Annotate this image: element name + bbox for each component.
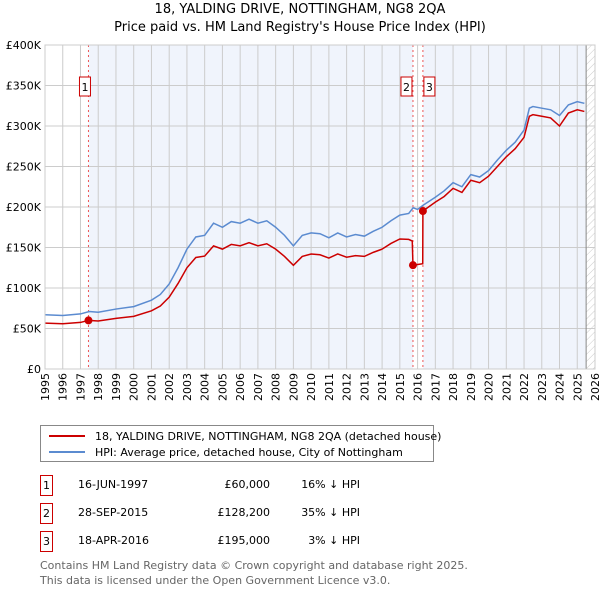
x-tick-label: 2016: [412, 373, 425, 401]
y-tick-label: £0: [27, 363, 41, 376]
sale-row: 2 28-SEP-2015 £128,200 35% ↓ HPI: [40, 503, 440, 524]
sale-row: 1 16-JUN-1997 £60,000 16% ↓ HPI: [40, 475, 440, 496]
x-tick-label: 2014: [376, 373, 389, 401]
legend-swatch-red: [49, 435, 85, 437]
hpi-line: [44, 100, 585, 317]
x-tick-label: 2007: [252, 373, 265, 401]
x-tick-label: 2022: [518, 373, 531, 401]
x-tick-label: 2000: [128, 373, 141, 401]
sale-marker-badge: 3: [40, 531, 53, 552]
sale-label: 2: [403, 81, 410, 94]
x-tick-label: 2003: [181, 373, 194, 401]
legend-swatch-blue: [49, 451, 85, 453]
x-tick-label: 2015: [394, 373, 407, 401]
sale-price: £128,200: [217, 506, 271, 519]
y-tick-label: £250K: [6, 161, 42, 174]
x-tick-label: 2025: [571, 373, 584, 401]
sale-point: [418, 207, 427, 216]
x-tick-label: 2020: [483, 373, 496, 401]
chart-subtitle: Price paid vs. HM Land Registry's House …: [114, 20, 486, 35]
price-paid-line: [44, 109, 585, 325]
legend-item-property: 18, YALDING DRIVE, NOTTINGHAM, NG8 2QA (…: [49, 428, 441, 444]
x-tick-label: 2008: [270, 373, 283, 401]
x-tick-label: 2012: [341, 373, 354, 401]
x-tick-label: 2013: [358, 373, 371, 401]
x-tick-label: 1996: [57, 373, 70, 401]
y-tick-label: £150K: [6, 242, 42, 255]
legend-label: HPI: Average price, detached house, City…: [95, 445, 403, 459]
x-tick-label: 1998: [92, 373, 105, 401]
sale-date: 28-SEP-2015: [78, 506, 149, 519]
x-tick-label: 2019: [465, 373, 478, 401]
chart-title: 18, YALDING DRIVE, NOTTINGHAM, NG8 2QA: [154, 2, 446, 17]
x-tick-label: 2010: [305, 373, 318, 401]
x-tick-label: 2021: [500, 373, 513, 401]
footer-copyright: Contains HM Land Registry data © Crown c…: [40, 559, 468, 572]
legend-label: 18, YALDING DRIVE, NOTTINGHAM, NG8 2QA (…: [95, 429, 442, 443]
sale-marker-badge: 1: [40, 475, 53, 496]
sale-hpi-diff: 16% ↓ HPI: [301, 478, 360, 491]
sale-label: 1: [81, 81, 88, 94]
x-tick-label: 2006: [234, 373, 247, 401]
x-tick-label: 1995: [39, 373, 52, 401]
x-tick-label: 2018: [447, 373, 460, 401]
sale-date: 18-APR-2016: [78, 534, 150, 547]
sale-point: [408, 261, 417, 270]
sale-point: [84, 316, 93, 325]
x-tick-label: 1997: [74, 373, 87, 401]
sale-date: 16-JUN-1997: [78, 478, 149, 491]
x-tick-label: 2004: [199, 373, 212, 401]
x-tick-label: 2023: [536, 373, 549, 401]
sale-marker-badge: 2: [40, 503, 53, 524]
x-tick-label: 2009: [287, 373, 300, 401]
x-tick-label: 2011: [323, 373, 336, 401]
sale-price: £60,000: [224, 478, 271, 491]
x-tick-label: 2026: [589, 373, 600, 401]
plot-area: 1995 1996 1997 1998 1999 2000 2001 2002 2003 2004…: [6, 39, 600, 401]
sale-label-box: [423, 76, 436, 97]
plot-border: [44, 44, 596, 370]
legend-item-hpi: HPI: Average price, detached house, City…: [49, 444, 403, 460]
y-tick-label: £350K: [6, 80, 42, 93]
sale-hpi-diff: 35% ↓ HPI: [301, 506, 360, 519]
sale-label-box: [400, 76, 413, 97]
x-tick-label: 2001: [145, 373, 158, 401]
y-tick-label: £300K: [6, 120, 42, 133]
y-tick-label: £400K: [6, 39, 42, 52]
sale-row: 3 18-APR-2016 £195,000 3% ↓ HPI: [40, 531, 440, 552]
y-tick-label: £50K: [13, 323, 42, 336]
x-tick-label: 2005: [216, 373, 229, 401]
x-tick-label: 2002: [163, 373, 176, 401]
legend: 18, YALDING DRIVE, NOTTINGHAM, NG8 2QA (…: [40, 425, 441, 462]
sale-hpi-diff: 3% ↓ HPI: [308, 534, 360, 547]
y-tick-label: £100K: [6, 282, 42, 295]
x-tick-label: 2024: [554, 373, 567, 401]
sale-label: 3: [426, 81, 433, 94]
y-tick-label: £200K: [6, 201, 42, 214]
sale-price: £195,000: [217, 534, 271, 547]
x-tick-label: 2017: [429, 373, 442, 401]
x-tick-label: 1999: [110, 373, 123, 401]
footer-licence: This data is licensed under the Open Gov…: [40, 574, 391, 587]
sale-label-box: [78, 76, 91, 97]
